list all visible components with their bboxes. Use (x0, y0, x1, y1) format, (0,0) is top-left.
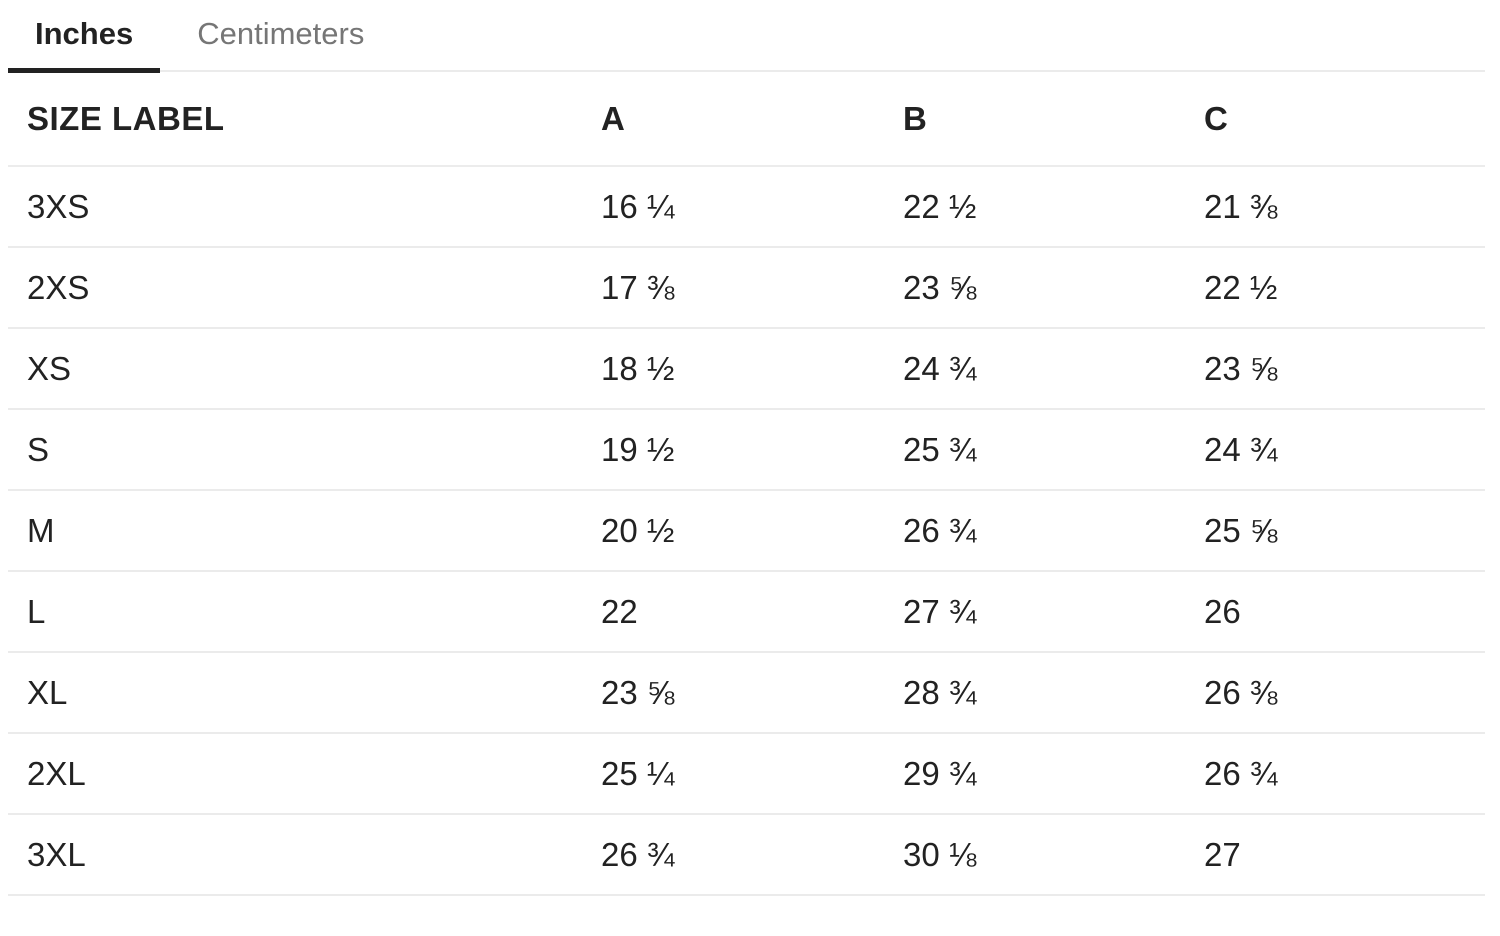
col-a-cell: 19 ½ (601, 430, 675, 468)
col-c-cell: 25 ⅝ (1204, 511, 1278, 549)
header-col-a: A (601, 99, 626, 137)
tab-inches-label: Inches (35, 16, 134, 51)
col-c-cell: 27 (1204, 835, 1241, 873)
col-b-cell: 27 ¾ (903, 592, 977, 630)
col-c-cell: 26 ⅜ (1204, 673, 1278, 711)
size-cell: 3XS (27, 187, 90, 225)
col-c-cell: 21 ⅜ (1204, 187, 1278, 225)
col-b-cell: 24 ¾ (903, 349, 977, 387)
header-col-c: C (1204, 99, 1229, 137)
col-c-cell: 23 ⅝ (1204, 349, 1278, 387)
col-b-cell: 30 ⅛ (903, 835, 977, 873)
unit-tabs: Inches Centimeters (8, 0, 1485, 73)
size-table: SIZE LABEL A B C 3XS 16 ¼ 22 ½ 21 ⅜ 2XS … (8, 72, 1485, 896)
col-b-cell: 29 ¾ (903, 754, 977, 792)
header-size-label: SIZE LABEL (27, 99, 225, 137)
table-row: 3XL 26 ¾ 30 ⅛ 27 (8, 815, 1485, 896)
size-cell: S (27, 430, 50, 468)
table-row: XL 23 ⅝ 28 ¾ 26 ⅜ (8, 653, 1485, 734)
size-cell: 2XL (27, 754, 86, 792)
tab-inches[interactable]: Inches (8, 0, 161, 73)
table-row: L 22 27 ¾ 26 (8, 572, 1485, 653)
col-b-cell: 25 ¾ (903, 430, 977, 468)
col-b-cell: 28 ¾ (903, 673, 977, 711)
size-cell: XL (27, 673, 68, 711)
tab-centimeters-label: Centimeters (197, 16, 365, 51)
size-cell: 2XS (27, 268, 90, 306)
col-a-cell: 25 ¼ (601, 754, 675, 792)
col-b-cell: 23 ⅝ (903, 268, 977, 306)
tab-centimeters[interactable]: Centimeters (170, 0, 391, 73)
col-a-cell: 18 ½ (601, 349, 675, 387)
size-cell: 3XL (27, 835, 86, 873)
size-cell: XS (27, 349, 72, 387)
table-header-row: SIZE LABEL A B C (8, 72, 1485, 167)
table-row: 3XS 16 ¼ 22 ½ 21 ⅜ (8, 167, 1485, 248)
col-b-cell: 26 ¾ (903, 511, 977, 549)
col-c-cell: 26 ¾ (1204, 754, 1278, 792)
size-cell: L (27, 592, 46, 630)
table-row: 2XS 17 ⅜ 23 ⅝ 22 ½ (8, 248, 1485, 329)
col-a-cell: 20 ½ (601, 511, 675, 549)
col-c-cell: 22 ½ (1204, 268, 1278, 306)
col-a-cell: 16 ¼ (601, 187, 675, 225)
col-a-cell: 26 ¾ (601, 835, 675, 873)
col-a-cell: 17 ⅜ (601, 268, 675, 306)
col-c-cell: 26 (1204, 592, 1241, 630)
col-a-cell: 23 ⅝ (601, 673, 675, 711)
table-row: 2XL 25 ¼ 29 ¾ 26 ¾ (8, 734, 1485, 815)
col-b-cell: 22 ½ (903, 187, 977, 225)
header-col-b: B (903, 99, 928, 137)
size-cell: M (27, 511, 55, 549)
col-a-cell: 22 (601, 592, 638, 630)
table-row: S 19 ½ 25 ¾ 24 ¾ (8, 410, 1485, 491)
table-row: M 20 ½ 26 ¾ 25 ⅝ (8, 491, 1485, 572)
table-row: XS 18 ½ 24 ¾ 23 ⅝ (8, 329, 1485, 410)
col-c-cell: 24 ¾ (1204, 430, 1278, 468)
